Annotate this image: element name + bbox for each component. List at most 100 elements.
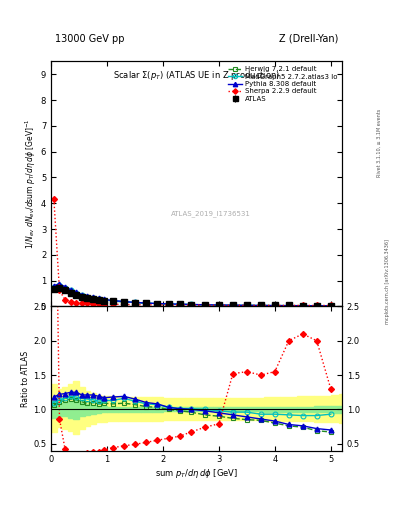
Bar <box>107 407 118 412</box>
Sherpa 2.2.9 default <box>51 196 56 202</box>
Herwig 7.2.1 default <box>166 301 171 307</box>
Pythia 8.308 default <box>314 303 319 309</box>
Bar <box>152 397 163 420</box>
Sherpa 2.2.9 default <box>121 302 126 308</box>
X-axis label: sum $p_T/d\eta\,d\phi$ [GeV]: sum $p_T/d\eta\,d\phi$ [GeV] <box>155 467 238 480</box>
Pythia 8.308 default <box>96 295 101 302</box>
MadGraph5 2.7.2.atlas3 lo <box>231 302 235 308</box>
Bar <box>163 398 174 420</box>
MadGraph5 2.7.2.atlas3 lo <box>272 303 277 309</box>
Herwig 7.2.1 default <box>231 302 235 308</box>
Line: Sherpa 2.2.9 default: Sherpa 2.2.9 default <box>52 197 333 308</box>
Pythia 8.308 default <box>91 294 95 301</box>
Herwig 7.2.1 default <box>85 294 90 300</box>
Herwig 7.2.1 default <box>286 303 291 309</box>
Bar <box>280 397 297 420</box>
Bar <box>73 381 79 434</box>
Pythia 8.308 default <box>166 301 171 307</box>
MadGraph5 2.7.2.atlas3 lo <box>300 303 305 309</box>
Bar <box>196 408 213 412</box>
Text: mcplots.cern.ch [arXiv:1306.3436]: mcplots.cern.ch [arXiv:1306.3436] <box>385 239 389 324</box>
Bar <box>314 396 331 422</box>
Sherpa 2.2.9 default <box>231 302 235 308</box>
Sherpa 2.2.9 default <box>314 303 319 309</box>
Herwig 7.2.1 default <box>68 288 73 294</box>
Sherpa 2.2.9 default <box>91 301 95 307</box>
Herwig 7.2.1 default <box>96 296 101 302</box>
Herwig 7.2.1 default <box>272 303 277 309</box>
Pythia 8.308 default <box>102 296 107 303</box>
Herwig 7.2.1 default <box>189 302 193 308</box>
MadGraph5 2.7.2.atlas3 lo <box>102 296 107 303</box>
Bar <box>196 398 213 420</box>
Herwig 7.2.1 default <box>63 285 68 291</box>
Pythia 8.308 default <box>63 284 68 290</box>
Sherpa 2.2.9 default <box>217 302 221 308</box>
Bar <box>314 407 331 413</box>
Bar <box>339 406 347 413</box>
Bar <box>141 397 152 420</box>
Pythia 8.308 default <box>110 297 115 304</box>
Sherpa 2.2.9 default <box>144 302 149 308</box>
Bar <box>247 408 264 412</box>
Bar <box>96 395 101 422</box>
Herwig 7.2.1 default <box>51 285 56 291</box>
Bar <box>174 398 185 420</box>
Y-axis label: $1/N_{ev}$ $dN_{ev}/d$sum $p_T/d\eta\,d\phi$ [GeV]$^{-1}$: $1/N_{ev}$ $dN_{ev}/d$sum $p_T/d\eta\,d\… <box>24 118 38 249</box>
Pythia 8.308 default <box>144 300 149 306</box>
Text: ATLAS_2019_I1736531: ATLAS_2019_I1736531 <box>171 210 251 217</box>
Herwig 7.2.1 default <box>57 283 62 289</box>
Sherpa 2.2.9 default <box>272 302 277 308</box>
Line: MadGraph5 2.7.2.atlas3 lo: MadGraph5 2.7.2.atlas3 lo <box>51 283 333 308</box>
Pythia 8.308 default <box>121 298 126 305</box>
Text: Scalar $\Sigma(p_T)$ (ATLAS UE in Z production): Scalar $\Sigma(p_T)$ (ATLAS UE in Z prod… <box>113 69 280 82</box>
Text: 13000 GeV pp: 13000 GeV pp <box>55 33 125 44</box>
Bar <box>297 407 314 412</box>
MadGraph5 2.7.2.atlas3 lo <box>57 282 62 288</box>
Bar <box>339 394 347 423</box>
Pythia 8.308 default <box>244 302 249 308</box>
Herwig 7.2.1 default <box>91 295 95 301</box>
Herwig 7.2.1 default <box>314 303 319 309</box>
Bar <box>84 391 90 425</box>
MadGraph5 2.7.2.atlas3 lo <box>202 302 207 308</box>
Bar <box>68 401 73 418</box>
MadGraph5 2.7.2.atlas3 lo <box>166 301 171 307</box>
Sherpa 2.2.9 default <box>259 302 263 308</box>
MadGraph5 2.7.2.atlas3 lo <box>286 303 291 309</box>
Text: Z (Drell-Yan): Z (Drell-Yan) <box>279 33 338 44</box>
Sherpa 2.2.9 default <box>166 302 171 308</box>
Pythia 8.308 default <box>189 302 193 308</box>
Pythia 8.308 default <box>300 303 305 309</box>
Bar <box>118 407 129 412</box>
Bar <box>118 397 129 420</box>
MadGraph5 2.7.2.atlas3 lo <box>244 302 249 308</box>
MadGraph5 2.7.2.atlas3 lo <box>259 303 263 309</box>
Bar <box>101 407 107 413</box>
Bar <box>247 398 264 420</box>
Bar <box>174 408 185 412</box>
Pythia 8.308 default <box>85 293 90 299</box>
MadGraph5 2.7.2.atlas3 lo <box>79 292 84 298</box>
Bar <box>264 397 280 420</box>
MadGraph5 2.7.2.atlas3 lo <box>329 303 333 309</box>
Bar <box>230 408 247 412</box>
Pythia 8.308 default <box>68 287 73 293</box>
Pythia 8.308 default <box>329 303 333 309</box>
Sherpa 2.2.9 default <box>68 298 73 305</box>
Bar <box>107 396 118 421</box>
Pythia 8.308 default <box>286 303 291 309</box>
Sherpa 2.2.9 default <box>79 300 84 306</box>
Herwig 7.2.1 default <box>121 299 126 305</box>
Bar <box>79 402 84 416</box>
MadGraph5 2.7.2.atlas3 lo <box>63 285 68 291</box>
Y-axis label: Ratio to ATLAS: Ratio to ATLAS <box>21 350 30 407</box>
Bar <box>57 403 62 416</box>
Bar <box>101 396 107 422</box>
Bar <box>230 398 247 420</box>
Line: Herwig 7.2.1 default: Herwig 7.2.1 default <box>51 283 333 308</box>
MadGraph5 2.7.2.atlas3 lo <box>144 300 149 306</box>
Pythia 8.308 default <box>155 301 160 307</box>
MadGraph5 2.7.2.atlas3 lo <box>155 301 160 307</box>
MadGraph5 2.7.2.atlas3 lo <box>96 296 101 302</box>
